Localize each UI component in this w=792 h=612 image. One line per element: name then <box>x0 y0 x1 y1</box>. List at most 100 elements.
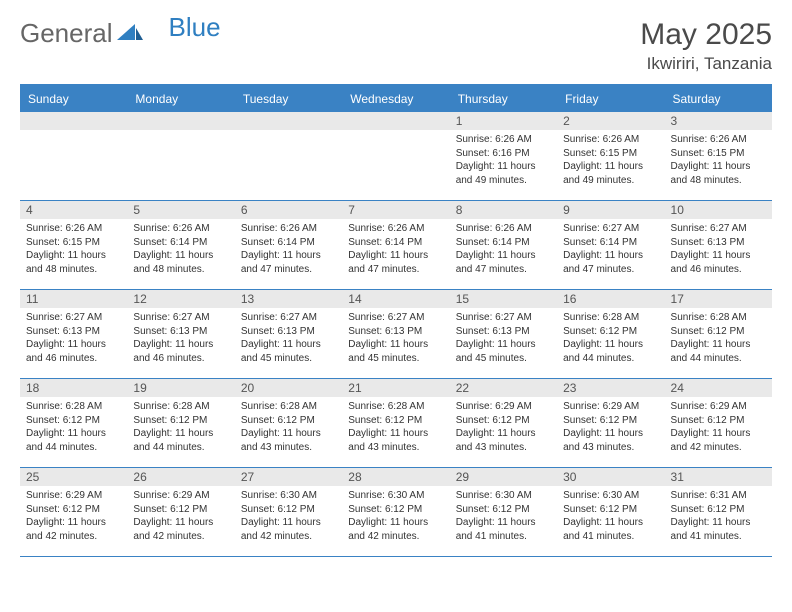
sunset-text: Sunset: 6:12 PM <box>241 414 336 428</box>
day-number: 3 <box>665 112 772 130</box>
daylight-text: Daylight: 11 hours and 43 minutes. <box>241 427 336 454</box>
sunrise-text: Sunrise: 6:28 AM <box>348 400 443 414</box>
daylight-text: Daylight: 11 hours and 41 minutes. <box>563 516 658 543</box>
day-number: 27 <box>235 468 342 486</box>
sunrise-text: Sunrise: 6:27 AM <box>671 222 766 236</box>
weekday-header: Sunday <box>20 86 127 112</box>
day-number: 22 <box>450 379 557 397</box>
sunset-text: Sunset: 6:15 PM <box>671 147 766 161</box>
sunrise-text: Sunrise: 6:29 AM <box>456 400 551 414</box>
day-number: 18 <box>20 379 127 397</box>
calendar-body: 1Sunrise: 6:26 AMSunset: 6:16 PMDaylight… <box>20 112 772 557</box>
day-cell: 22Sunrise: 6:29 AMSunset: 6:12 PMDayligh… <box>450 379 557 467</box>
sunset-text: Sunset: 6:16 PM <box>456 147 551 161</box>
day-body: Sunrise: 6:26 AMSunset: 6:15 PMDaylight:… <box>557 130 664 191</box>
daylight-text: Daylight: 11 hours and 45 minutes. <box>456 338 551 365</box>
day-number: 31 <box>665 468 772 486</box>
day-body: Sunrise: 6:30 AMSunset: 6:12 PMDaylight:… <box>342 486 449 547</box>
day-body: Sunrise: 6:28 AMSunset: 6:12 PMDaylight:… <box>20 397 127 458</box>
day-cell: 21Sunrise: 6:28 AMSunset: 6:12 PMDayligh… <box>342 379 449 467</box>
daylight-text: Daylight: 11 hours and 42 minutes. <box>671 427 766 454</box>
week-row: 11Sunrise: 6:27 AMSunset: 6:13 PMDayligh… <box>20 290 772 379</box>
sunset-text: Sunset: 6:13 PM <box>348 325 443 339</box>
sunrise-text: Sunrise: 6:26 AM <box>456 133 551 147</box>
sunset-text: Sunset: 6:13 PM <box>671 236 766 250</box>
day-number: 4 <box>20 201 127 219</box>
day-cell <box>20 112 127 200</box>
sunrise-text: Sunrise: 6:29 AM <box>133 489 228 503</box>
daylight-text: Daylight: 11 hours and 49 minutes. <box>456 160 551 187</box>
day-body: Sunrise: 6:29 AMSunset: 6:12 PMDaylight:… <box>127 486 234 547</box>
day-cell: 17Sunrise: 6:28 AMSunset: 6:12 PMDayligh… <box>665 290 772 378</box>
day-number: 10 <box>665 201 772 219</box>
day-cell: 16Sunrise: 6:28 AMSunset: 6:12 PMDayligh… <box>557 290 664 378</box>
day-number: 25 <box>20 468 127 486</box>
brand-text-general: General <box>20 18 113 49</box>
day-body: Sunrise: 6:27 AMSunset: 6:13 PMDaylight:… <box>665 219 772 280</box>
day-body: Sunrise: 6:27 AMSunset: 6:13 PMDaylight:… <box>20 308 127 369</box>
sunrise-text: Sunrise: 6:28 AM <box>26 400 121 414</box>
daylight-text: Daylight: 11 hours and 44 minutes. <box>671 338 766 365</box>
daylight-text: Daylight: 11 hours and 42 minutes. <box>348 516 443 543</box>
day-number: 12 <box>127 290 234 308</box>
sunrise-text: Sunrise: 6:26 AM <box>133 222 228 236</box>
header: General Blue May 2025 Ikwiriri, Tanzania <box>20 18 772 74</box>
daylight-text: Daylight: 11 hours and 48 minutes. <box>671 160 766 187</box>
day-cell: 9Sunrise: 6:27 AMSunset: 6:14 PMDaylight… <box>557 201 664 289</box>
day-number <box>127 112 234 130</box>
week-row: 18Sunrise: 6:28 AMSunset: 6:12 PMDayligh… <box>20 379 772 468</box>
weekday-header-row: SundayMondayTuesdayWednesdayThursdayFrid… <box>20 86 772 112</box>
daylight-text: Daylight: 11 hours and 44 minutes. <box>563 338 658 365</box>
sunset-text: Sunset: 6:12 PM <box>671 414 766 428</box>
weekday-header: Tuesday <box>235 86 342 112</box>
day-body: Sunrise: 6:30 AMSunset: 6:12 PMDaylight:… <box>235 486 342 547</box>
day-number: 11 <box>20 290 127 308</box>
daylight-text: Daylight: 11 hours and 48 minutes. <box>26 249 121 276</box>
day-number <box>342 112 449 130</box>
day-number: 9 <box>557 201 664 219</box>
day-body: Sunrise: 6:26 AMSunset: 6:14 PMDaylight:… <box>127 219 234 280</box>
sunset-text: Sunset: 6:12 PM <box>348 414 443 428</box>
sunset-text: Sunset: 6:12 PM <box>671 325 766 339</box>
sunset-text: Sunset: 6:14 PM <box>133 236 228 250</box>
sunrise-text: Sunrise: 6:30 AM <box>348 489 443 503</box>
sunset-text: Sunset: 6:14 PM <box>241 236 336 250</box>
sunset-text: Sunset: 6:13 PM <box>456 325 551 339</box>
day-cell: 31Sunrise: 6:31 AMSunset: 6:12 PMDayligh… <box>665 468 772 556</box>
sunset-text: Sunset: 6:12 PM <box>348 503 443 517</box>
daylight-text: Daylight: 11 hours and 46 minutes. <box>671 249 766 276</box>
day-cell: 30Sunrise: 6:30 AMSunset: 6:12 PMDayligh… <box>557 468 664 556</box>
daylight-text: Daylight: 11 hours and 43 minutes. <box>348 427 443 454</box>
week-row: 25Sunrise: 6:29 AMSunset: 6:12 PMDayligh… <box>20 468 772 557</box>
day-cell: 7Sunrise: 6:26 AMSunset: 6:14 PMDaylight… <box>342 201 449 289</box>
day-body: Sunrise: 6:27 AMSunset: 6:13 PMDaylight:… <box>342 308 449 369</box>
day-cell: 11Sunrise: 6:27 AMSunset: 6:13 PMDayligh… <box>20 290 127 378</box>
sunrise-text: Sunrise: 6:26 AM <box>348 222 443 236</box>
sunset-text: Sunset: 6:13 PM <box>133 325 228 339</box>
daylight-text: Daylight: 11 hours and 42 minutes. <box>241 516 336 543</box>
day-number: 28 <box>342 468 449 486</box>
day-body: Sunrise: 6:28 AMSunset: 6:12 PMDaylight:… <box>557 308 664 369</box>
day-cell: 28Sunrise: 6:30 AMSunset: 6:12 PMDayligh… <box>342 468 449 556</box>
day-cell: 3 Sunrise: 6:26 AMSunset: 6:15 PMDaylight… <box>665 112 772 200</box>
day-cell: 2Sunrise: 6:26 AMSunset: 6:15 PMDaylight… <box>557 112 664 200</box>
day-body: Sunrise: 6:28 AMSunset: 6:12 PMDaylight:… <box>235 397 342 458</box>
location-label: Ikwiriri, Tanzania <box>640 54 772 74</box>
sunrise-text: Sunrise: 6:26 AM <box>456 222 551 236</box>
day-body: Sunrise: 6:26 AMSunset: 6:14 PMDaylight:… <box>450 219 557 280</box>
day-body: Sunrise: 6:28 AMSunset: 6:12 PMDaylight:… <box>342 397 449 458</box>
sunset-text: Sunset: 6:12 PM <box>563 503 658 517</box>
daylight-text: Daylight: 11 hours and 43 minutes. <box>456 427 551 454</box>
day-cell <box>127 112 234 200</box>
daylight-text: Daylight: 11 hours and 43 minutes. <box>563 427 658 454</box>
day-number: 16 <box>557 290 664 308</box>
brand-text-blue: Blue <box>169 12 221 43</box>
day-cell: 29Sunrise: 6:30 AMSunset: 6:12 PMDayligh… <box>450 468 557 556</box>
day-cell: 26Sunrise: 6:29 AMSunset: 6:12 PMDayligh… <box>127 468 234 556</box>
sunrise-text: Sunrise: 6:29 AM <box>563 400 658 414</box>
day-cell: 5Sunrise: 6:26 AMSunset: 6:14 PMDaylight… <box>127 201 234 289</box>
sunrise-text: Sunrise: 6:26 AM <box>671 133 766 147</box>
weekday-header: Saturday <box>665 86 772 112</box>
day-body: Sunrise: 6:26 AMSunset: 6:15 PMDaylight:… <box>20 219 127 280</box>
day-body: Sunrise: 6:26 AMSunset: 6:14 PMDaylight:… <box>342 219 449 280</box>
